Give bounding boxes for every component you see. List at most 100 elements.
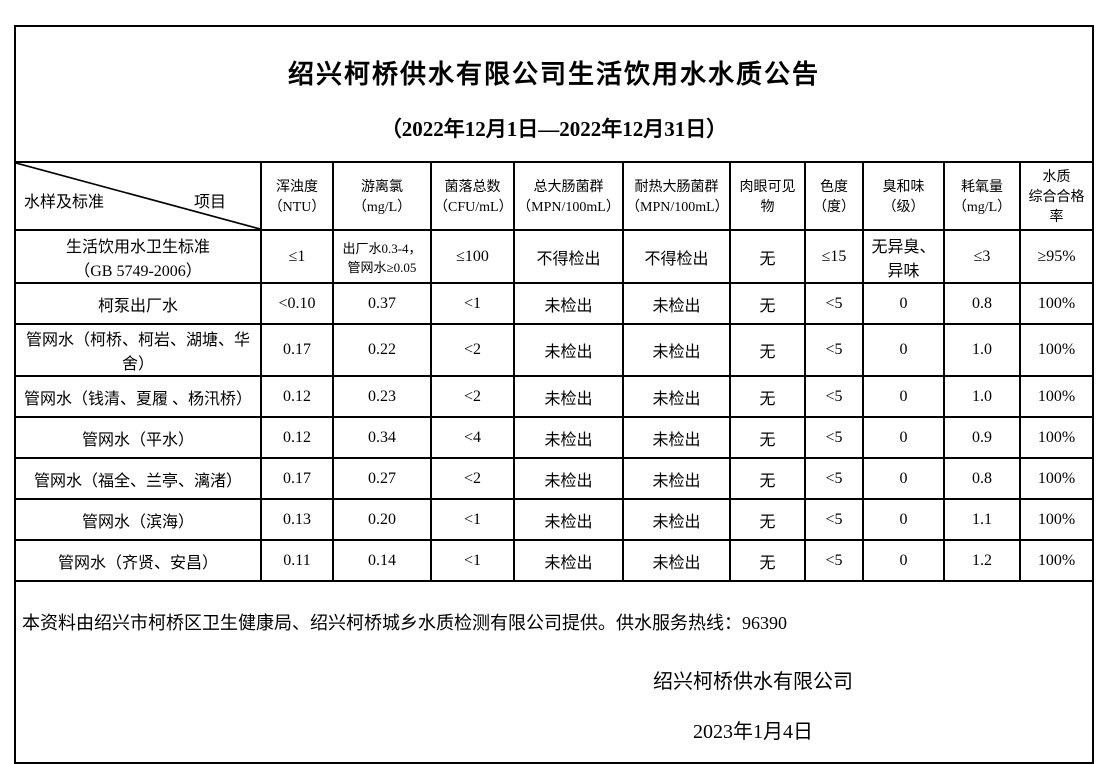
value-cell: 未检出	[513, 539, 624, 582]
column-header: 耐热大肠菌群 （MPN/100mL）	[622, 161, 731, 231]
value-cell: 100%	[1019, 416, 1094, 459]
value-cell: ≥95%	[1019, 229, 1094, 284]
value-cell: 100%	[1019, 457, 1094, 500]
value-cell: 未检出	[622, 375, 731, 418]
value-cell: 0.12	[260, 416, 334, 459]
table-row: 管网水（齐贤、安昌） 0.11 0.14 <1 未检出 未检出无 <5 0 1.2 100%	[14, 539, 1094, 582]
value-cell: 0.20	[332, 498, 432, 541]
value-cell: 0.22	[332, 323, 432, 377]
value-cell: 无	[729, 229, 806, 284]
value-cell: 未检出	[622, 416, 731, 459]
value-cell: 0	[862, 323, 945, 377]
value-cell: 无	[729, 457, 806, 500]
value-cell: ≤100	[430, 229, 515, 284]
value-cell: <5	[804, 375, 864, 418]
value-cell: 无	[729, 416, 806, 459]
value-cell: <2	[430, 375, 515, 418]
column-header: 菌落总数 （CFU/mL）	[430, 161, 515, 231]
column-header: 耗氧量 （mg/L）	[943, 161, 1021, 231]
value-cell: 1.1	[943, 498, 1021, 541]
value-cell: 0.23	[332, 375, 432, 418]
row-name-cell: 管网水（齐贤、安昌）	[14, 539, 262, 582]
value-cell: 0	[862, 282, 945, 325]
value-cell: 无	[729, 323, 806, 377]
column-header: 浑浊度 （NTU）	[260, 161, 334, 231]
column-header: 游离氯（mg/L）	[332, 161, 432, 231]
column-header: 水质 综合合格率	[1019, 161, 1094, 231]
value-cell: 100%	[1019, 375, 1094, 418]
value-cell: 出厂水0.3-4， 管网水≥0.05	[332, 229, 432, 284]
table-row: 管网水（钱清、夏履 、杨汛桥） 0.12 0.23 <2 未检出 未检出无 <5 0 1.0 10…	[14, 375, 1094, 418]
table-row: 管网水（福全、兰亭、漓渚） 0.17 0.27 <2 未检出 未检出无 <5 0 0.8 100%	[14, 457, 1094, 500]
corner-label-sample-standard: 水样及标准	[24, 194, 105, 211]
row-name-cell: 柯泵出厂水	[14, 282, 262, 325]
value-cell: 0	[862, 539, 945, 582]
value-cell: 未检出	[622, 498, 731, 541]
value-cell: 1.2	[943, 539, 1021, 582]
title-block: 绍兴柯桥供水有限公司生活饮用水水质公告 （2022年12月1日—2022年12月…	[14, 25, 1094, 163]
value-cell: 未检出	[513, 457, 624, 500]
table-row: 柯泵出厂水 <0.10 0.37 <1 未检出 未检出无 <5 0 0.8 100%	[14, 282, 1094, 325]
value-cell: 未检出	[513, 498, 624, 541]
value-cell: 未检出	[513, 375, 624, 418]
value-cell: <4	[430, 416, 515, 459]
value-cell: 100%	[1019, 539, 1094, 582]
value-cell: <2	[430, 323, 515, 377]
value-cell: 0.27	[332, 457, 432, 500]
value-cell: <1	[430, 282, 515, 325]
column-header: 总大肠菌群 （MPN/100mL）	[513, 161, 624, 231]
table-row: 管网水（滨海） 0.13 0.20 <1 未检出 未检出无 <5 0 1.1 100%	[14, 498, 1094, 541]
table-row: 生活饮用水卫生标准 （GB 5749-2006） ≤1 出厂水0.3-4， 管网水≥…	[14, 229, 1094, 284]
value-cell: 0.37	[332, 282, 432, 325]
value-cell: 0	[862, 416, 945, 459]
value-cell: <5	[804, 539, 864, 582]
value-cell: <1	[430, 498, 515, 541]
value-cell: <5	[804, 282, 864, 325]
value-cell: <5	[804, 498, 864, 541]
value-cell: 未检出	[513, 323, 624, 377]
value-cell: 0.14	[332, 539, 432, 582]
value-cell: 0.8	[943, 282, 1021, 325]
corner-label-item: 项目	[193, 194, 226, 211]
footer-company-signature: 绍兴柯桥供水有限公司	[653, 671, 854, 693]
row-name-cell: 管网水（福全、兰亭、漓渚）	[14, 457, 262, 500]
value-cell: 0.11	[260, 539, 334, 582]
value-cell: 无	[729, 375, 806, 418]
value-cell: 0.9	[943, 416, 1021, 459]
header-row: 水样及标准 项目 浑浊度 （NTU） 游离氯（mg/L） 菌落总数 （CFU/mL）…	[14, 161, 1094, 231]
row-name-cell: 管网水（平水）	[14, 416, 262, 459]
value-cell: 0	[862, 498, 945, 541]
column-header: 肉眼可见物	[729, 161, 806, 231]
value-cell: 0	[862, 457, 945, 500]
value-cell: <1	[430, 539, 515, 582]
value-cell: 0.34	[332, 416, 432, 459]
value-cell: 未检出	[622, 539, 731, 582]
table-row: 管网水（柯桥、柯岩、湖塘、华舍） 0.17 0.22 <2 未检出 未检出无 <5 0 1.0 1…	[14, 323, 1094, 377]
row-name-cell: 管网水（柯桥、柯岩、湖塘、华舍）	[14, 323, 262, 377]
value-cell: 不得检出	[622, 229, 731, 284]
value-cell: 无异臭、 异味	[862, 229, 945, 284]
value-cell: 0.8	[943, 457, 1021, 500]
value-cell: 未检出	[622, 323, 731, 377]
value-cell: <0.10	[260, 282, 334, 325]
value-cell: ≤15	[804, 229, 864, 284]
value-cell: ≤3	[943, 229, 1021, 284]
water-quality-table: 绍兴柯桥供水有限公司生活饮用水水质公告 （2022年12月1日—2022年12月…	[14, 25, 1094, 764]
value-cell: 100%	[1019, 282, 1094, 325]
footer-block: 本资料由绍兴市柯桥区卫生健康局、绍兴柯桥城乡水质检测有限公司提供。供水服务热线：…	[14, 580, 1094, 764]
value-cell: 0.17	[260, 323, 334, 377]
page-title: 绍兴柯桥供水有限公司生活饮用水水质公告	[287, 60, 820, 89]
value-cell: 0.12	[260, 375, 334, 418]
report-period: （2022年12月1日—2022年12月31日）	[380, 117, 728, 141]
value-cell: 无	[729, 539, 806, 582]
corner-header-cell: 水样及标准 项目	[14, 161, 262, 231]
value-cell: 无	[729, 282, 806, 325]
row-name-cell: 生活饮用水卫生标准 （GB 5749-2006）	[14, 229, 262, 284]
value-cell: 0.17	[260, 457, 334, 500]
value-cell: <5	[804, 416, 864, 459]
value-cell: 未检出	[513, 416, 624, 459]
column-header: 臭和味 （级）	[862, 161, 945, 231]
value-cell: 1.0	[943, 375, 1021, 418]
value-cell: <5	[804, 323, 864, 377]
value-cell: 100%	[1019, 323, 1094, 377]
